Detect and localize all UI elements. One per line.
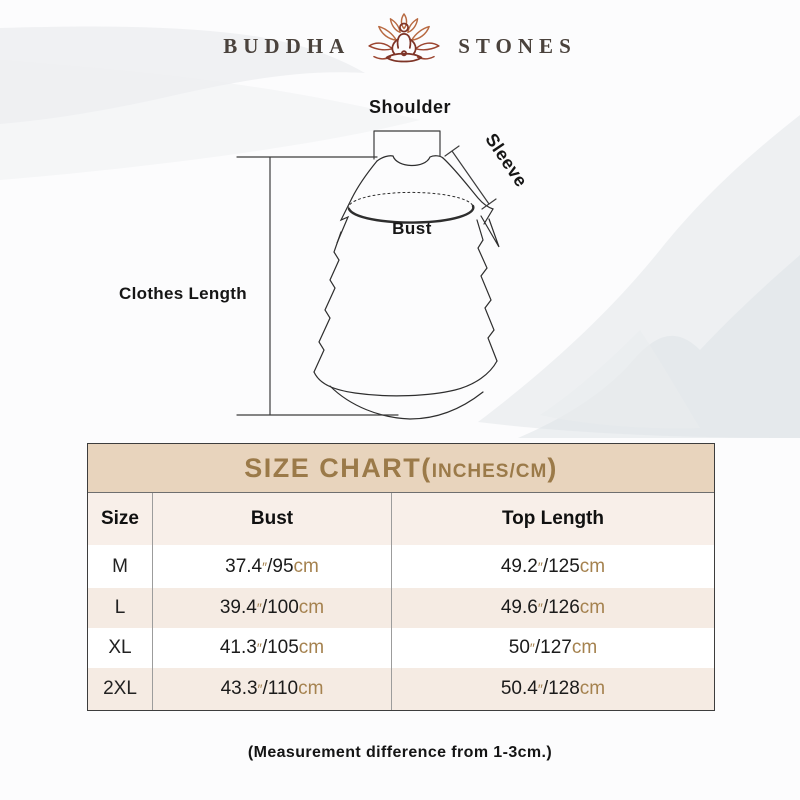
- inch-mark: ″: [256, 640, 262, 656]
- inch-mark: ″: [537, 681, 543, 697]
- length-inches: 50.4: [500, 678, 538, 699]
- cm-label: cm: [579, 678, 606, 699]
- brand-name-right: STONES: [458, 33, 577, 58]
- top-length-value: 50.4 ″/128 cm: [391, 668, 714, 710]
- bust-value: 39.4 ″/100 cm: [152, 588, 391, 628]
- inch-mark: ″: [537, 558, 543, 575]
- bust-label: Bust: [392, 219, 432, 238]
- table-row-xl: XL 41.3 ″/105 cm 50 ″/127 cm: [88, 628, 714, 668]
- separator: /: [267, 555, 273, 577]
- size-value: L: [114, 597, 126, 618]
- top-length-value: 50 ″/127 cm: [391, 628, 714, 668]
- column-header-size: Size: [100, 508, 140, 529]
- separator: /: [542, 597, 549, 618]
- size-value: 2XL: [103, 678, 137, 699]
- inch-mark: ″: [256, 600, 262, 616]
- bust-value: 41.3 ″/105 cm: [152, 628, 391, 668]
- bust-value: 37.4 ″/95 cm: [152, 545, 391, 588]
- size-chart-title-close: ): [547, 453, 558, 483]
- inch-mark: ″: [262, 558, 268, 575]
- size-chart-title-main: SIZE CHART(: [244, 453, 432, 483]
- bust-inches: 41.3: [219, 637, 257, 658]
- cm-label: cm: [571, 637, 598, 658]
- brand-name-left: BUDDHA: [223, 33, 351, 58]
- table-row-l: L 39.4 ″/100 cm 49.6 ″/126 cm: [88, 588, 714, 628]
- cm-label: cm: [298, 597, 325, 618]
- bust-inches: 37.4: [225, 555, 263, 577]
- separator: /: [542, 555, 549, 577]
- top-length-value: 49.2 ″/125 cm: [391, 545, 714, 588]
- lotus-meditation-icon: [366, 12, 442, 80]
- separator: /: [261, 597, 268, 618]
- size-value: M: [112, 555, 128, 577]
- bust-centimeters: 110: [267, 678, 299, 699]
- separator: /: [261, 637, 268, 658]
- table-row-m: M 37.4 ″/95 cm 49.2 ″/125 cm: [88, 545, 714, 588]
- bust-centimeters: 105: [267, 637, 299, 658]
- bust-inches: 43.3: [220, 678, 258, 699]
- length-centimeters: 125: [548, 555, 580, 577]
- inch-mark: ″: [537, 600, 543, 616]
- inch-mark: ″: [529, 640, 535, 656]
- separator: /: [542, 678, 549, 699]
- size-chart-title: SIZE CHART(INCHES/CM): [88, 444, 714, 493]
- separator: /: [262, 678, 268, 699]
- cm-label: cm: [293, 555, 319, 577]
- length-centimeters: 128: [548, 678, 580, 699]
- bust-inches: 39.4: [219, 597, 257, 618]
- length-inches: 49.2: [500, 555, 538, 577]
- measurement-note: (Measurement difference from 1-3cm.): [247, 744, 553, 761]
- length-centimeters: 127: [540, 637, 572, 658]
- brand-logo: BUDDHA: [0, 12, 800, 80]
- separator: /: [534, 637, 541, 658]
- size-chart-table: SIZE CHART(INCHES/CM) Size Bust Top Leng…: [87, 443, 715, 711]
- bust-centimeters: 95: [272, 555, 294, 577]
- inch-mark: ″: [257, 681, 263, 697]
- length-inches: 49.6: [500, 597, 538, 618]
- length-inches: 50: [508, 637, 530, 658]
- cm-label: cm: [579, 555, 606, 577]
- size-value: XL: [108, 637, 132, 658]
- bust-centimeters: 100: [267, 597, 299, 618]
- clothes-length-label: Clothes Length: [119, 284, 247, 303]
- shoulder-label: Shoulder: [368, 97, 451, 117]
- cm-label: cm: [298, 637, 325, 658]
- column-header-top-length: Top Length: [391, 493, 714, 545]
- table-row-2xl: 2XL 43.3 ″/110 cm 50.4 ″/128 cm: [88, 668, 714, 710]
- cm-label: cm: [579, 597, 606, 618]
- top-length-value: 49.6 ″/126 cm: [391, 588, 714, 628]
- bust-value: 43.3 ″/110 cm: [152, 668, 391, 710]
- table-header-row: Size Bust Top Length: [88, 493, 714, 545]
- column-header-bust: Bust: [152, 493, 391, 545]
- length-centimeters: 126: [548, 597, 580, 618]
- size-chart-title-units: INCHES/CM: [431, 461, 548, 482]
- cm-label: cm: [298, 678, 324, 699]
